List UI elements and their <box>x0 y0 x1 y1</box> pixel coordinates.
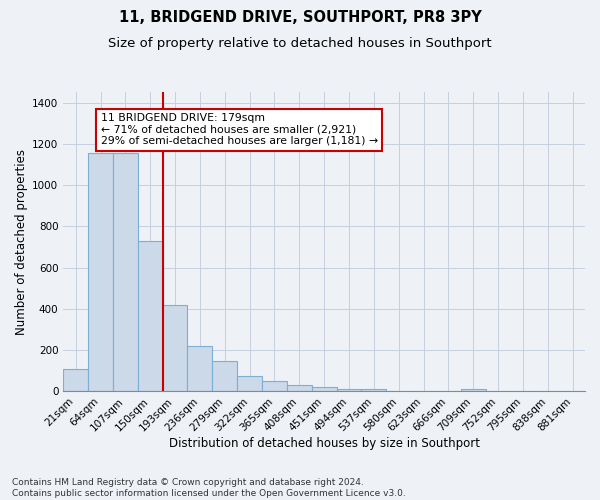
Text: 11 BRIDGEND DRIVE: 179sqm
← 71% of detached houses are smaller (2,921)
29% of se: 11 BRIDGEND DRIVE: 179sqm ← 71% of detac… <box>101 113 377 146</box>
Bar <box>461 390 485 391</box>
Bar <box>212 360 237 391</box>
Bar <box>361 388 386 391</box>
Bar <box>138 241 163 391</box>
Bar <box>337 388 361 391</box>
Bar <box>312 387 337 391</box>
Bar <box>187 346 212 391</box>
Bar <box>262 381 287 391</box>
Text: 11, BRIDGEND DRIVE, SOUTHPORT, PR8 3PY: 11, BRIDGEND DRIVE, SOUTHPORT, PR8 3PY <box>119 10 481 25</box>
Bar <box>237 376 262 391</box>
Bar <box>63 370 88 391</box>
Bar <box>113 154 138 391</box>
Bar <box>287 384 312 391</box>
Text: Size of property relative to detached houses in Southport: Size of property relative to detached ho… <box>108 38 492 51</box>
Text: Contains HM Land Registry data © Crown copyright and database right 2024.
Contai: Contains HM Land Registry data © Crown c… <box>12 478 406 498</box>
Bar <box>88 154 113 391</box>
X-axis label: Distribution of detached houses by size in Southport: Distribution of detached houses by size … <box>169 437 479 450</box>
Bar <box>163 304 187 391</box>
Y-axis label: Number of detached properties: Number of detached properties <box>15 149 28 335</box>
